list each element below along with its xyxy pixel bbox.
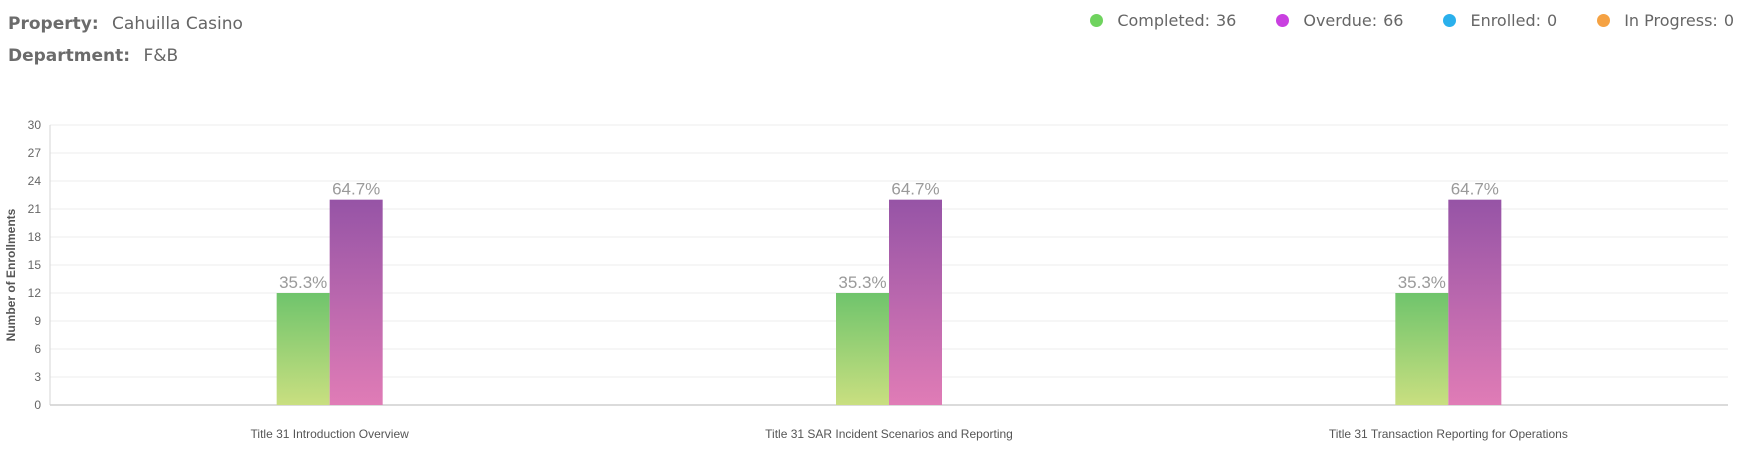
y-axis-title: Number of Enrollments — [4, 208, 18, 341]
legend-dot-in-progress — [1597, 14, 1611, 27]
data-label: 64.7% — [1451, 180, 1499, 199]
legend-item-in-progress[interactable]: In Progress: 0 — [1597, 11, 1734, 30]
y-tick-label: 3 — [34, 370, 41, 384]
legend-item-overdue[interactable]: Overdue: 66 — [1276, 11, 1403, 30]
y-tick-label: 21 — [28, 202, 42, 216]
legend-value-overdue: 66 — [1383, 11, 1404, 30]
bar-completed — [276, 293, 330, 405]
data-label: 64.7% — [891, 180, 939, 199]
department-row: Department: F&B — [8, 40, 243, 72]
legend-value-enrolled: 0 — [1547, 11, 1558, 30]
legend-dot-enrolled — [1443, 14, 1457, 27]
x-category-label: Title 31 Transaction Reporting for Opera… — [1329, 427, 1568, 441]
legend-item-enrolled[interactable]: Enrolled: 0 — [1443, 11, 1557, 30]
legend-value-in-progress: 0 — [1723, 11, 1734, 30]
legend-dot-overdue — [1276, 14, 1290, 27]
data-label: 35.3% — [1398, 273, 1446, 292]
y-tick-label: 0 — [34, 398, 41, 412]
y-tick-label: 18 — [28, 230, 42, 244]
y-tick-label: 27 — [28, 146, 42, 160]
chart-legend: Completed: 36 Overdue: 66 Enrolled: 0 In… — [1090, 11, 1734, 30]
y-tick-label: 24 — [28, 174, 42, 188]
y-tick-label: 30 — [28, 118, 42, 132]
legend-label-overdue: Overdue: — [1303, 11, 1378, 30]
y-tick-label: 12 — [28, 286, 42, 300]
property-label: Property: — [8, 14, 99, 34]
bar-overdue — [889, 199, 942, 405]
bar-overdue — [1448, 199, 1502, 405]
bar-completed — [1395, 293, 1449, 405]
legend-label-in-progress: In Progress: — [1624, 11, 1718, 30]
x-category-label: Title 31 Introduction Overview — [251, 427, 410, 441]
x-category-label: Title 31 SAR Incident Scenarios and Repo… — [765, 427, 1013, 441]
bar-overdue — [329, 199, 383, 405]
legend-dot-completed — [1090, 14, 1104, 27]
property-row: Property: Cahuilla Casino — [8, 8, 243, 40]
legend-label-enrolled: Enrolled: — [1470, 11, 1541, 30]
department-value: F&B — [143, 46, 179, 66]
data-label: 64.7% — [332, 180, 380, 199]
legend-label-completed: Completed: — [1117, 11, 1210, 30]
y-tick-label: 6 — [34, 342, 41, 356]
property-value: Cahuilla Casino — [112, 14, 243, 34]
legend-item-completed[interactable]: Completed: 36 — [1090, 11, 1236, 30]
department-label: Department: — [8, 46, 131, 66]
legend-value-completed: 36 — [1216, 11, 1237, 30]
data-label: 35.3% — [838, 273, 886, 292]
bar-completed — [836, 293, 889, 405]
data-label: 35.3% — [279, 273, 327, 292]
y-tick-label: 9 — [34, 314, 41, 328]
filter-info: Property: Cahuilla Casino Department: F&… — [8, 8, 243, 72]
y-tick-label: 15 — [28, 258, 42, 272]
